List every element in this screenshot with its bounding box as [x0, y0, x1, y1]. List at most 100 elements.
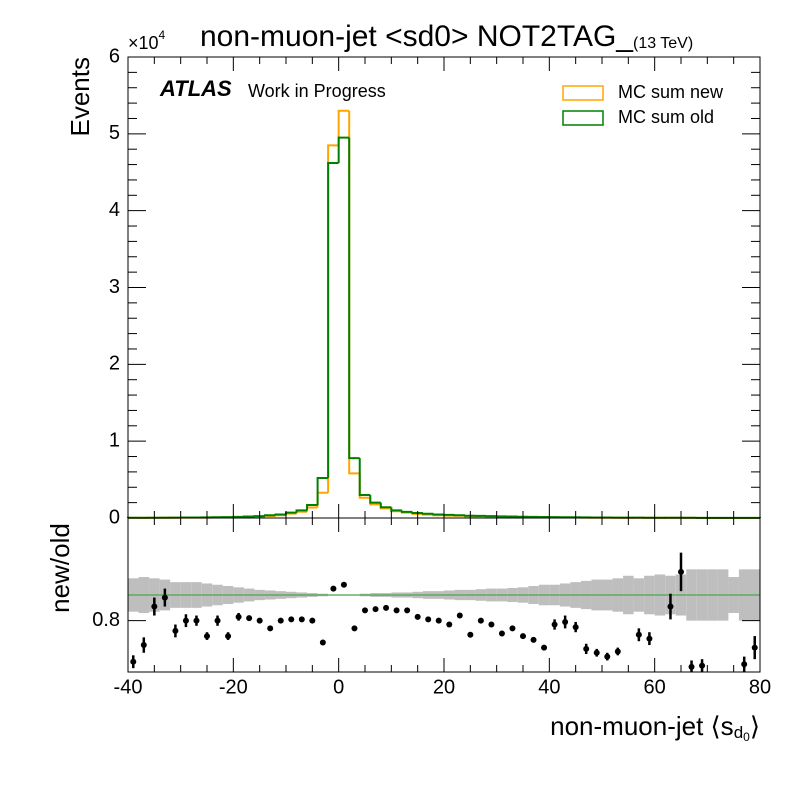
title-sub: (13 TeV) — [633, 35, 693, 52]
ratio-point — [362, 607, 368, 614]
ratio-point — [246, 615, 253, 622]
histogram-step — [400, 510, 413, 513]
legend-label: MC sum old — [618, 107, 714, 127]
ratio-point — [667, 603, 674, 610]
ratio-point — [583, 645, 590, 652]
y-tick-label: 2 — [109, 353, 120, 375]
x-tick-label: -40 — [114, 676, 143, 698]
histogram-step — [432, 513, 444, 516]
x-label-end: ⟩ — [750, 711, 760, 741]
y-tick-label: 5 — [109, 122, 120, 144]
ratio-point — [214, 617, 221, 624]
ratio-point — [635, 631, 642, 638]
chart-title: non-muon-jet <sd0> NOT2TAG_(13 TeV) — [200, 20, 693, 53]
histogram-step — [390, 507, 402, 512]
ratio-point — [646, 635, 653, 642]
ratio-point — [130, 658, 137, 665]
ratio-point — [488, 621, 495, 628]
y-tick-label: 1 — [109, 429, 120, 451]
ratio-point — [498, 630, 505, 637]
histogram-step — [379, 502, 392, 509]
title-main: non-muon-jet <sd0> NOT2TAG_ — [200, 20, 634, 53]
ratio-point — [614, 648, 621, 655]
atlas-sub: Work in Progress — [248, 81, 386, 101]
ratio-point — [267, 625, 274, 632]
ratio-point — [688, 663, 695, 670]
ratio-point — [140, 642, 147, 649]
ratio-point — [751, 644, 758, 651]
ratio-point — [446, 621, 453, 628]
ratio-point — [456, 612, 463, 619]
ratio-point — [372, 606, 379, 613]
histogram-step — [306, 503, 318, 511]
ratio-point — [277, 617, 284, 624]
ratio-point — [520, 633, 526, 640]
histogram-step — [348, 110, 360, 475]
x-axis-label: non-muon-jet ⟨sd0⟩ — [550, 711, 760, 744]
ratio-point — [541, 644, 548, 651]
ratio-point — [414, 613, 421, 620]
ratio-point — [288, 616, 295, 623]
ratio-point — [161, 594, 168, 601]
x-tick-label: 60 — [644, 676, 666, 698]
ratio-point — [256, 617, 263, 624]
histogram-step — [358, 458, 371, 496]
y-scale-exp: 4 — [159, 28, 166, 42]
y-tick-label: 0 — [109, 506, 120, 528]
histogram-step — [337, 109, 350, 146]
y-tick-label: 6 — [109, 45, 120, 67]
ratio-point — [330, 585, 337, 592]
histogram-step — [285, 512, 297, 516]
ratio-point — [393, 607, 400, 614]
x-label-subsub: 0 — [743, 730, 750, 744]
y-tick-label: 3 — [109, 276, 120, 298]
histogram-step — [369, 494, 381, 504]
ratio-point — [477, 617, 484, 624]
histogram-step — [316, 491, 329, 508]
ratio-point — [235, 613, 242, 620]
y-axis-label: Events — [65, 57, 95, 137]
legend-swatch — [562, 85, 604, 101]
ratio-y-tick-label: 0.8 — [92, 609, 120, 631]
ratio-point — [340, 581, 347, 588]
ratio-point — [435, 617, 442, 624]
histogram-step — [316, 477, 329, 505]
ratio-point — [425, 616, 432, 623]
histogram-step — [274, 513, 286, 516]
ratio-point — [509, 625, 516, 632]
histogram-step — [348, 137, 360, 460]
legend-label: MC sum new — [618, 82, 724, 102]
ratio-point — [404, 607, 411, 614]
ratio-point — [604, 653, 611, 660]
histogram-step — [327, 162, 339, 479]
x-label-main: non-muon-jet ⟨s — [550, 711, 734, 741]
ratio-point — [467, 631, 474, 638]
ratio-point — [172, 627, 179, 634]
ratio-point — [298, 616, 305, 623]
ratio-point — [182, 617, 189, 624]
ratio-point — [151, 603, 158, 610]
ratio-point — [309, 617, 316, 624]
ratio-point — [741, 661, 748, 668]
histogram-step — [295, 510, 308, 514]
histogram-step — [263, 514, 276, 517]
ratio-point — [562, 618, 569, 625]
histogram-step — [295, 509, 308, 513]
ratio-point — [193, 617, 200, 624]
histogram-step — [327, 144, 339, 493]
y-tick-label: 4 — [109, 199, 120, 221]
x-tick-label: -20 — [219, 676, 248, 698]
ratio-y-label: new/old — [45, 523, 75, 613]
ratio-point — [699, 662, 706, 669]
ratio-point — [678, 568, 684, 575]
atlas-label: ATLAS — [159, 76, 232, 101]
histogram-step — [411, 511, 423, 515]
legend-swatch — [562, 110, 604, 126]
ratio-point — [225, 633, 232, 640]
ratio-point — [572, 624, 579, 631]
x-tick-label: 0 — [333, 676, 344, 698]
ratio-point — [204, 633, 210, 640]
x-tick-label: 20 — [433, 676, 455, 698]
ratio-point — [383, 604, 390, 611]
